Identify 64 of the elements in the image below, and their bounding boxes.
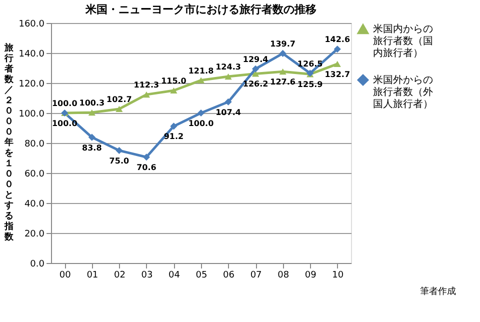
- data-label: 107.4: [216, 108, 242, 117]
- point: [252, 65, 260, 72]
- point: [88, 134, 96, 141]
- x-tick-label: 09: [304, 270, 317, 280]
- data-label: 100.0: [52, 119, 78, 128]
- y-tick-label: 40.0: [24, 200, 45, 210]
- point: [116, 106, 123, 112]
- data-label: 115.0: [161, 76, 187, 86]
- data-label: 124.3: [216, 62, 241, 72]
- point: [142, 154, 150, 161]
- y-tick-label: 160.0: [18, 20, 45, 30]
- data-label: 83.8: [82, 143, 102, 152]
- point: [170, 87, 178, 94]
- y-tick-label: 20.0: [24, 230, 45, 240]
- point: [142, 91, 150, 98]
- point: [197, 109, 205, 117]
- y-tick-label: 60.0: [24, 170, 45, 180]
- x-tick-label: 02: [114, 270, 126, 280]
- y-tick-label: 80.0: [24, 140, 45, 150]
- point: [334, 60, 341, 68]
- data-label: 100.3: [79, 98, 105, 108]
- x-tick-label: 01: [86, 270, 98, 280]
- x-tick-label: 08: [278, 270, 290, 280]
- data-label: 129.4: [242, 54, 269, 64]
- point: [334, 46, 341, 53]
- x-tick-label: 07: [250, 270, 262, 280]
- y-tick-label: 0.0: [30, 260, 45, 270]
- data-label: 70.6: [136, 163, 157, 172]
- data-label: 127.6: [270, 78, 296, 87]
- point: [224, 98, 232, 106]
- data-label: 91.2: [164, 132, 184, 142]
- data-label: 142.6: [324, 35, 350, 44]
- data-label: 100.0: [52, 99, 78, 108]
- point: [279, 50, 286, 57]
- data-label: 126.2: [242, 80, 268, 89]
- text: 筆者作成: [420, 286, 456, 297]
- data-label: 112.3: [134, 80, 160, 90]
- point: [252, 70, 260, 77]
- x-tick-label: 00: [59, 270, 72, 280]
- text: 旅行者数／２０００年を１００とする指数: [4, 43, 14, 242]
- x-tick-label: 05: [196, 270, 208, 280]
- data-label: 75.0: [109, 156, 130, 166]
- point: [116, 146, 123, 154]
- x-tick-label: 04: [168, 270, 180, 280]
- data-label: 125.9: [297, 80, 324, 90]
- chart-title: 米国・ニューヨーク市における旅行者数の推移: [84, 3, 316, 16]
- y-tick-label: 120.0: [18, 80, 45, 90]
- x-tick-label: 10: [332, 270, 344, 280]
- y-tick-label: 140.0: [18, 50, 45, 60]
- data-label: 139.7: [270, 39, 296, 48]
- point: [224, 73, 232, 80]
- x-tick-label: 03: [141, 270, 153, 280]
- data-label: 102.7: [106, 94, 132, 104]
- data-label: 132.7: [324, 70, 350, 79]
- data-label: 100.0: [188, 119, 214, 128]
- point: [197, 77, 205, 84]
- point: [88, 109, 96, 116]
- y-tick-label: 100.0: [18, 110, 45, 120]
- data-label: 121.8: [188, 66, 214, 76]
- legend-label: 米国内からの旅行者数（国内旅行者）: [373, 23, 433, 59]
- point: [170, 122, 178, 130]
- point: [279, 68, 286, 75]
- x-tick-label: 06: [223, 270, 235, 280]
- legend-label: 米国外からの旅行者数（外国人旅行者）: [373, 74, 433, 110]
